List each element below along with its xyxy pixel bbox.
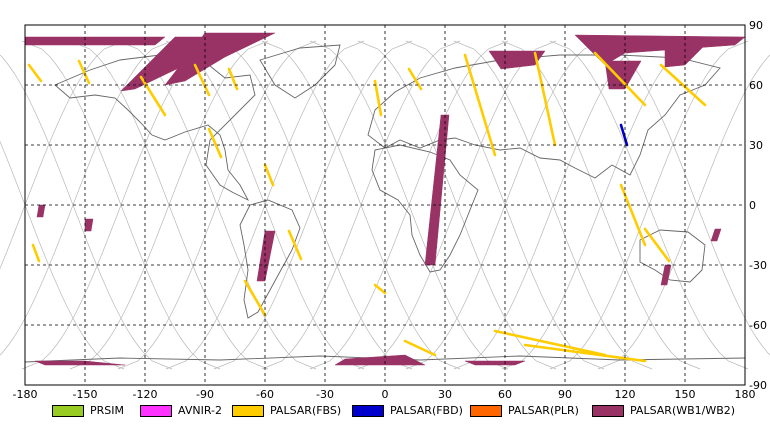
- fbs-strip: [403, 339, 437, 357]
- legend-item: PALSAR(PLR): [470, 404, 579, 417]
- legend-item: PALSAR(FBS): [232, 404, 341, 417]
- wb-swath: [256, 230, 276, 282]
- wb-swath: [710, 228, 722, 242]
- fbs-strip: [207, 127, 223, 159]
- fbs-strip: [287, 229, 303, 261]
- wb-swath: [24, 36, 166, 46]
- y-tick-label: -90: [749, 379, 767, 392]
- longitude-ticks: -180 -150 -120 -90 -60 -30 0 30 60 90 120 150 180: [13, 388, 756, 400]
- legend-label: PALSAR(FBD): [390, 404, 463, 417]
- africa-coast: [371, 144, 479, 273]
- legend-item: AVNIR-2: [140, 404, 222, 417]
- legend-item: PALSAR(FBD): [352, 404, 463, 417]
- x-tick-label: 120: [615, 388, 636, 400]
- fbs-strip: [407, 67, 423, 91]
- x-tick-label: -60: [256, 388, 274, 400]
- latitude-ticks: 90 60 30 0 -30 -60 -90: [749, 19, 767, 392]
- eurasia-coast: [367, 54, 721, 179]
- fbs-strip: [139, 75, 167, 117]
- fbs-strip: [77, 59, 91, 85]
- fbs-strip: [523, 343, 647, 363]
- coverage-map: -180 -150 -120 -90 -60 -30 0 30 60 90 120 150 180 90…: [0, 19, 770, 400]
- x-tick-label: -150: [73, 388, 98, 400]
- north-america-coast: [54, 54, 256, 202]
- fbs-strip: [31, 243, 41, 263]
- wb-swath: [604, 60, 642, 90]
- fbs-strip: [27, 63, 43, 83]
- legend-item: PALSAR(WB1/WB2): [592, 404, 735, 417]
- fbs-strip: [243, 279, 267, 317]
- y-tick-label: 90: [749, 19, 763, 32]
- wb-swath: [464, 360, 526, 366]
- x-tick-label: -180: [13, 388, 38, 400]
- x-tick-label: 30: [438, 388, 452, 400]
- legend-swatch: [352, 404, 384, 417]
- fbs-strip: [493, 329, 607, 357]
- legend-label: PALSAR(WB1/WB2): [630, 404, 736, 417]
- y-tick-label: -60: [749, 319, 767, 332]
- palsar-wb-swaths: [24, 32, 746, 366]
- legend-swatch: [140, 404, 172, 417]
- wb-swath: [84, 218, 94, 232]
- legend-swatch: [592, 404, 624, 417]
- y-tick-label: 60: [749, 79, 763, 92]
- x-tick-label: 150: [675, 388, 696, 400]
- fbs-strip: [643, 227, 671, 263]
- legend-label: PRSIM: [90, 404, 124, 417]
- y-tick-label: -30: [749, 259, 767, 272]
- fbs-strip: [373, 79, 383, 117]
- fbs-strip: [593, 51, 647, 107]
- x-tick-label: 180: [735, 388, 756, 400]
- legend-item: PRSIM: [52, 404, 124, 417]
- australia-coast: [639, 229, 706, 283]
- wb-swath: [488, 50, 546, 70]
- legend-swatch: [232, 404, 264, 417]
- legend-label: PALSAR(FBS): [270, 404, 342, 417]
- legend-swatch: [470, 404, 502, 417]
- grid-lines: [25, 25, 745, 385]
- fbs-strip: [659, 63, 707, 107]
- y-tick-label: 0: [749, 199, 756, 212]
- fbs-strip: [263, 163, 275, 187]
- x-tick-label: -90: [196, 388, 214, 400]
- fbs-strip: [463, 53, 497, 157]
- x-tick-label: 0: [382, 388, 389, 400]
- legend: PRSIM AVNIR-2 PALSAR(FBS) PALSAR(FBD) PALSAR…: [0, 400, 770, 422]
- fbs-strip: [227, 67, 239, 91]
- wb-swath: [34, 360, 126, 366]
- y-tick-label: 30: [749, 139, 763, 152]
- palsar-fbs-strips: [27, 51, 707, 363]
- fbs-strip: [373, 283, 387, 295]
- x-tick-label: -120: [133, 388, 158, 400]
- fbd-strip: [619, 123, 629, 147]
- legend-swatch: [52, 404, 84, 417]
- legend-label: AVNIR-2: [178, 404, 222, 417]
- x-tick-label: -30: [316, 388, 334, 400]
- fbs-strip: [193, 63, 211, 97]
- legend-label: PALSAR(PLR): [508, 404, 579, 417]
- x-tick-label: 90: [558, 388, 572, 400]
- x-tick-label: 60: [498, 388, 512, 400]
- fbs-strip: [533, 51, 557, 147]
- south-america-coast: [239, 199, 301, 319]
